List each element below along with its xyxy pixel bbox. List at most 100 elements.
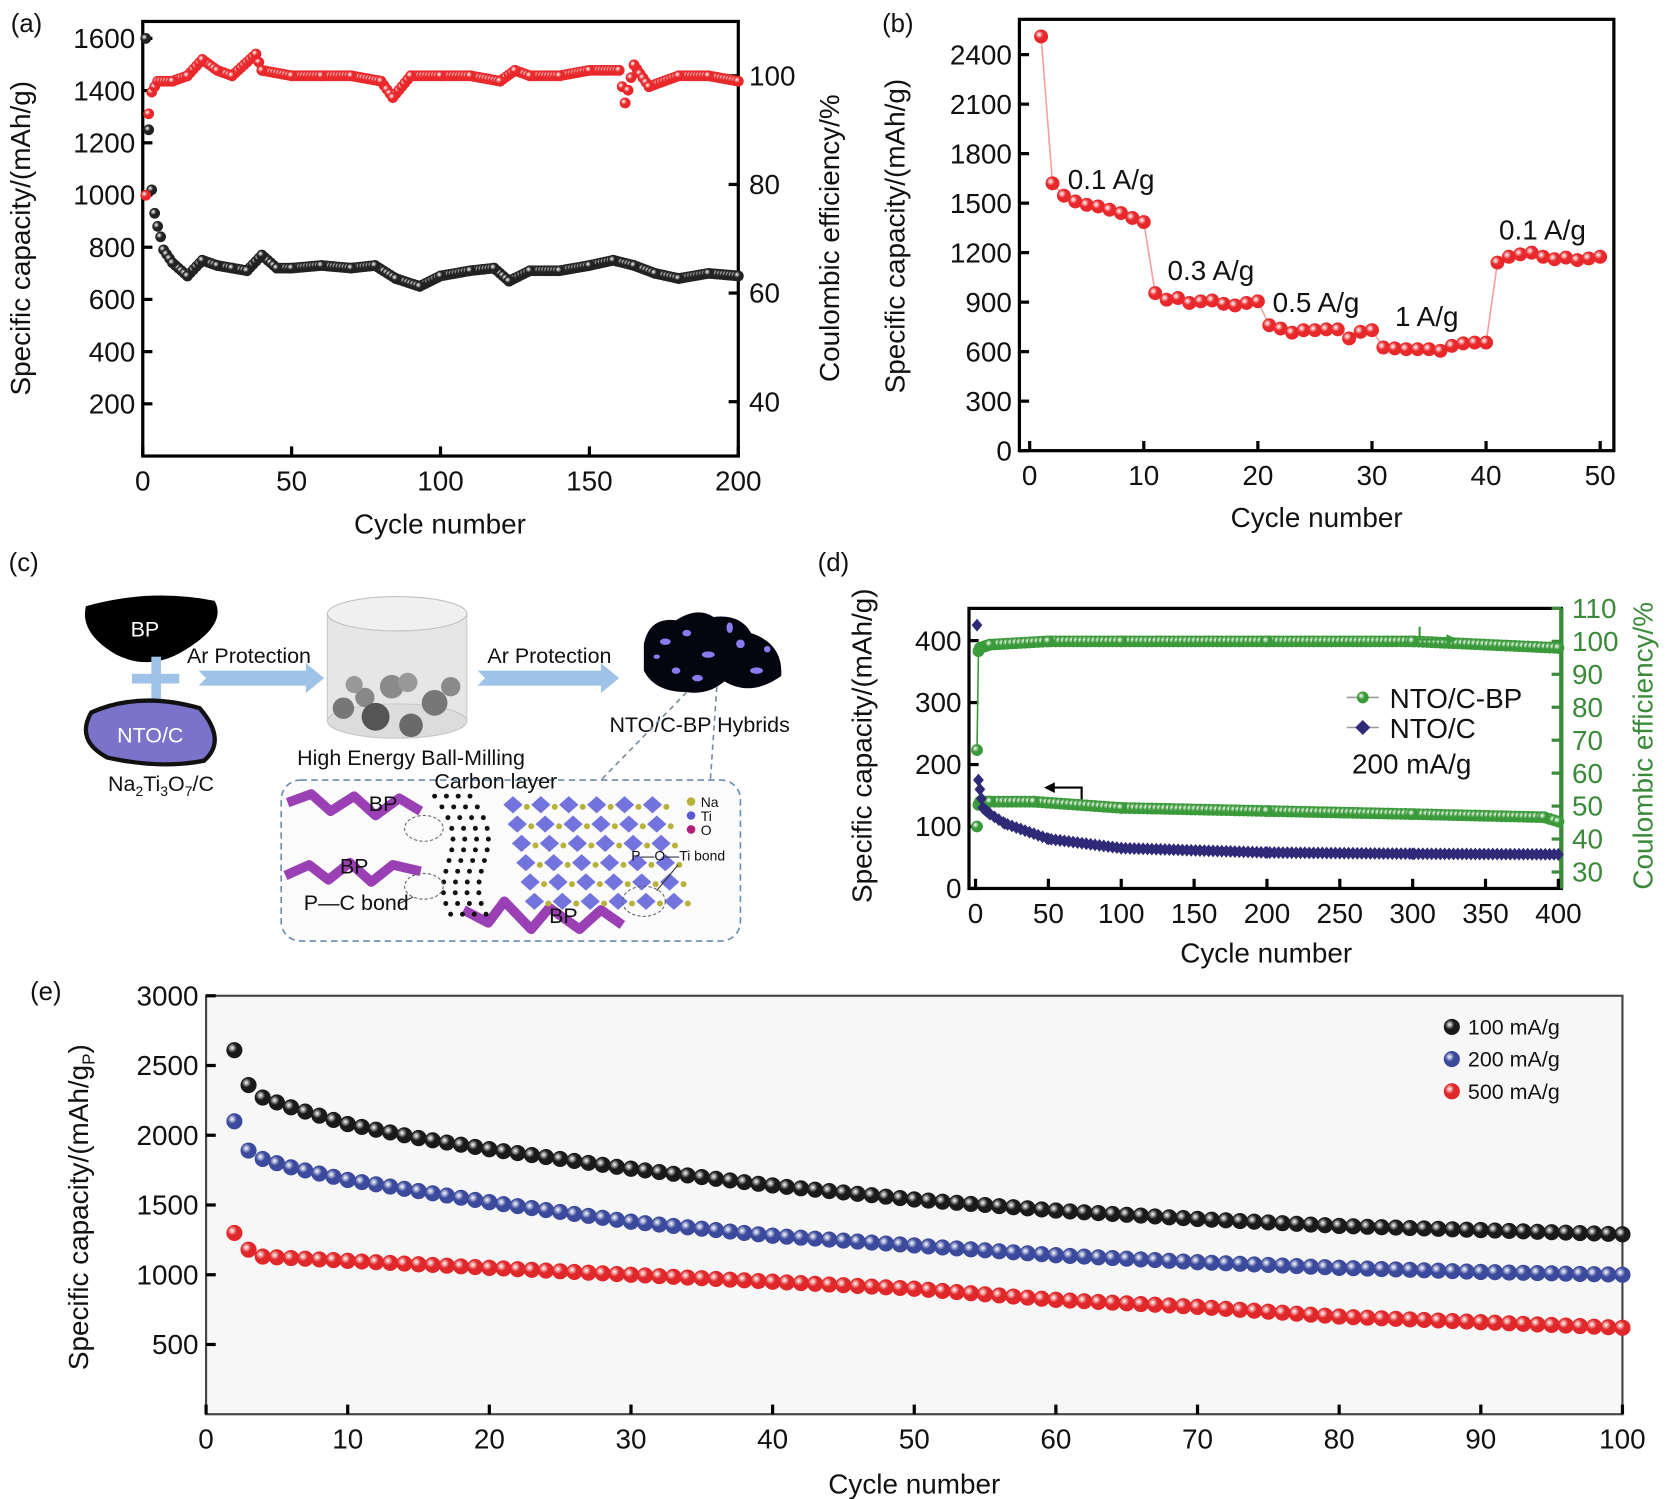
data-point — [622, 84, 634, 96]
data-point — [488, 262, 500, 274]
data-point — [1076, 1248, 1093, 1265]
ti-octahedron — [571, 854, 592, 872]
y-tick-label: 1200 — [950, 237, 1012, 268]
data-point — [906, 1280, 923, 1297]
data-point — [1231, 1301, 1249, 1318]
data-point — [792, 1229, 809, 1246]
na-atom — [635, 803, 642, 810]
data-point — [792, 1180, 809, 1197]
nto-particle-label: NTO/C — [117, 724, 183, 748]
chart-b: (b) 0 10 20 30 40 50 0 300 600 900 1200 1500 1800 2100… — [880, 10, 1616, 533]
data-point — [637, 1215, 654, 1232]
x-tick-label: 200 — [715, 465, 762, 496]
data-point — [736, 1224, 753, 1241]
data-point — [438, 1134, 455, 1151]
synthesis-diagram: (c) BP NTO/C Na2Ti3O7/C Ar Protection Hi… — [9, 549, 790, 942]
data-point — [1558, 250, 1573, 265]
data-point — [1262, 318, 1277, 333]
data-point — [1076, 1204, 1093, 1221]
data-point — [1146, 1252, 1164, 1269]
data-point — [1019, 1200, 1036, 1217]
legend-label: 200 mA/g — [1468, 1048, 1560, 1072]
data-point — [1132, 1295, 1149, 1313]
data-point — [625, 72, 637, 83]
data-point — [1614, 1266, 1631, 1283]
data-point — [1090, 1205, 1107, 1222]
legend-label: 100 mA/g — [1468, 1015, 1560, 1039]
atomic-structure — [283, 789, 691, 935]
data-point — [481, 1141, 498, 1158]
left-arrow-icon — [1051, 786, 1083, 800]
na-atom — [676, 861, 683, 868]
na-atom — [639, 823, 646, 830]
data-point — [1302, 1216, 1319, 1233]
data-point — [226, 1224, 243, 1241]
na-atom — [601, 900, 608, 907]
data-point — [1182, 296, 1197, 310]
ti-octahedron — [591, 815, 611, 833]
data-point — [1033, 1201, 1050, 1218]
data-point — [584, 260, 595, 271]
data-point — [628, 260, 640, 271]
data-point — [1217, 1300, 1234, 1317]
carbon-atom — [467, 868, 472, 874]
data-point — [707, 1170, 725, 1187]
data-point — [637, 1267, 654, 1284]
legend-label: NTO/C-BP — [1390, 683, 1523, 714]
x-tick-label: 100 — [1599, 1424, 1646, 1455]
data-point — [1316, 1307, 1334, 1324]
data-point — [1407, 847, 1419, 861]
bp-particle — [84, 595, 218, 663]
data-point — [283, 1249, 300, 1267]
data-point — [1288, 1215, 1305, 1232]
data-point — [976, 792, 987, 806]
data-point — [934, 1239, 951, 1256]
ti-octahedron — [507, 815, 527, 833]
na-atom — [541, 881, 548, 888]
plot-area — [1017, 17, 1616, 453]
data-point — [503, 275, 515, 287]
ti-octahedron — [586, 796, 607, 814]
data-point — [984, 795, 997, 808]
data-point — [1364, 323, 1379, 338]
data-point — [703, 267, 714, 279]
data-point — [1019, 1289, 1036, 1306]
bond-highlight — [621, 885, 666, 917]
data-point — [1330, 322, 1345, 337]
data-point — [554, 265, 565, 277]
data-point — [1586, 1318, 1603, 1335]
na-atom — [644, 842, 651, 849]
carbon-atom — [450, 836, 456, 842]
data-point — [1552, 815, 1565, 828]
data-point — [1062, 1247, 1079, 1264]
data-point — [1274, 1215, 1291, 1232]
data-point — [410, 1256, 427, 1273]
data-point — [892, 1279, 909, 1297]
data-point — [1345, 1260, 1362, 1277]
data-point — [435, 70, 446, 82]
series-200-mA-g — [226, 1113, 1631, 1283]
data-point — [1104, 1205, 1121, 1222]
y-tick-label: 1500 — [950, 188, 1012, 219]
data-point — [495, 1260, 512, 1277]
data-point — [1079, 197, 1094, 212]
data-point — [1501, 1315, 1518, 1332]
data-point — [962, 1241, 979, 1258]
data-point — [1136, 215, 1151, 230]
data-point — [1515, 1315, 1532, 1332]
x-tick-label: 0 — [968, 898, 984, 929]
ar-protection-label-1: Ar Protection — [187, 644, 311, 668]
data-point — [1557, 1317, 1574, 1334]
x-tick-label: 50 — [1585, 460, 1616, 491]
data-point — [1118, 1250, 1135, 1267]
data-point — [948, 1194, 965, 1211]
na-atom — [607, 803, 614, 810]
data-point — [984, 638, 997, 651]
data-point — [254, 1150, 271, 1168]
data-point — [140, 33, 152, 44]
data-point — [821, 1231, 838, 1248]
data-point — [1231, 1255, 1249, 1272]
y2-axis-title: Coulombic efficiency/% — [814, 94, 845, 382]
data-point — [1019, 1245, 1036, 1262]
carbon-atom — [432, 793, 438, 799]
